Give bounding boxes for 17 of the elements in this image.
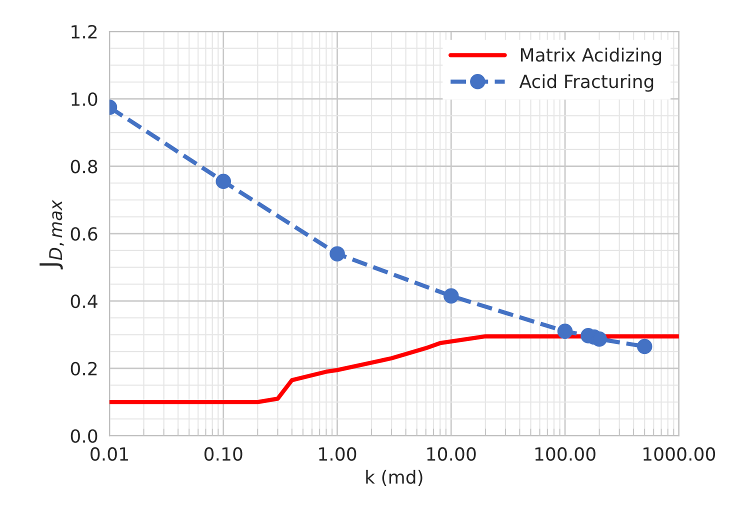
x-tick-label: 0.10 — [204, 447, 242, 461]
x-tick-label: 1000.00 — [644, 447, 716, 461]
x-axis-title: k (md) — [366, 470, 422, 486]
y-tick-label: 0.6 — [70, 227, 98, 241]
x-tick-label: 1.00 — [319, 447, 356, 461]
y-tick-label: 0.8 — [70, 160, 98, 174]
y-tick-label: 0.0 — [70, 429, 98, 443]
y-tick-label: 0.2 — [70, 362, 97, 376]
y-tick-label: 1.0 — [72, 92, 98, 106]
legend-label: Acid Fracturing — [519, 74, 654, 92]
y-axis-title: J$_{D,max}$ — [40, 200, 64, 270]
legend-label: Matrix Acidizing — [520, 48, 662, 66]
x-tick-label: 10.00 — [427, 447, 476, 461]
x-tick-label: 0.01 — [90, 447, 128, 461]
y-tick-label: 1.2 — [72, 24, 97, 38]
y-tick-label: 0.4 — [70, 294, 98, 308]
x-tick-label: 100.00 — [535, 447, 596, 461]
